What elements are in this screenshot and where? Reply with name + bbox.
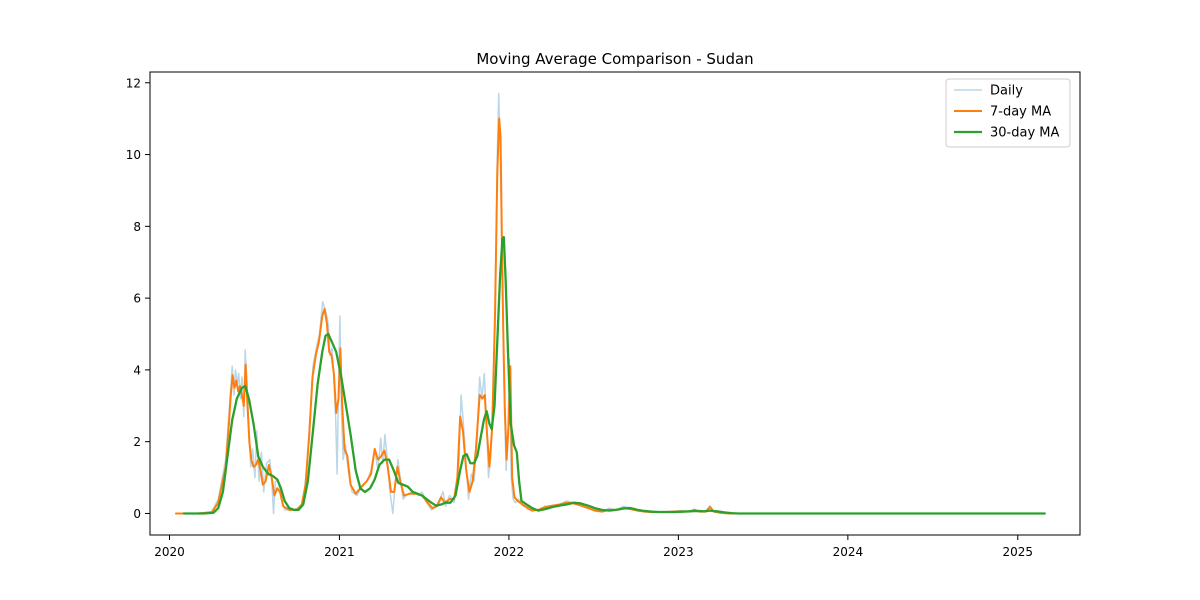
plot-frame (149, 71, 1081, 536)
x-tick-label: 2024 (833, 545, 864, 559)
x-tick-label: 2022 (494, 545, 525, 559)
series-layer (175, 92, 1046, 515)
x-tick-label: 2025 (1003, 545, 1034, 559)
y-tick-label: 6 (133, 292, 141, 306)
x-tick-label: 2020 (154, 545, 185, 559)
y-tick-label: 12 (126, 76, 141, 90)
legend-label-1: Daily (990, 84, 1023, 99)
x-axis: 2020 2021 2022 2023 2024 2025 (154, 535, 1033, 559)
y-tick-label: 10 (126, 148, 141, 162)
x-tick-label: 2023 (663, 545, 694, 559)
legend: Daily 7-day MA 30-day MA (945, 78, 1071, 148)
y-tick-label: 4 (133, 363, 141, 377)
y-axis: 0 2 4 6 8 10 12 (126, 76, 150, 521)
x-tick-label: 2021 (324, 545, 355, 559)
plot-area (149, 71, 1081, 536)
y-tick-label: 2 (133, 435, 141, 449)
y-tick-label: 8 (133, 220, 141, 234)
y-tick-label: 0 (133, 507, 141, 521)
series-line-3 (182, 235, 1046, 515)
legend-label-3: 30-day MA (990, 126, 1059, 141)
plot-background (150, 72, 1080, 535)
legend-box (945, 78, 1071, 148)
legend-label-2: 7-day MA (990, 105, 1051, 120)
chart-title: Moving Average Comparison - Sudan (476, 50, 753, 68)
